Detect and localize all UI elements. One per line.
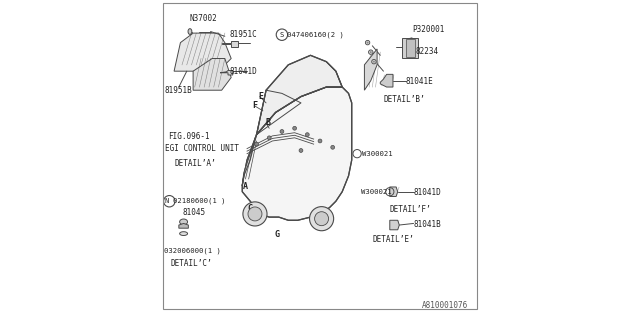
Text: 81951B: 81951B [164,86,192,95]
Polygon shape [390,187,397,196]
Text: 81045: 81045 [182,208,205,217]
Text: 047406160(2 ): 047406160(2 ) [287,31,344,38]
Circle shape [365,40,370,45]
Polygon shape [243,135,257,185]
Circle shape [255,142,259,146]
Text: A: A [243,182,248,191]
Text: S: S [280,32,284,38]
Text: DETAIL’A’: DETAIL’A’ [174,159,216,168]
Circle shape [373,61,375,63]
Circle shape [292,126,296,130]
Ellipse shape [180,219,188,225]
Text: F: F [253,101,258,110]
Polygon shape [243,87,352,220]
Circle shape [248,207,262,221]
Circle shape [367,42,369,44]
Text: E: E [258,92,263,101]
Circle shape [305,133,309,137]
Text: EGI CONTROL UNIT: EGI CONTROL UNIT [164,144,239,153]
Text: 81951C: 81951C [230,30,257,39]
Text: C: C [248,204,253,213]
Ellipse shape [180,232,188,236]
Circle shape [318,139,322,143]
Circle shape [299,148,303,152]
Text: 81041B: 81041B [414,220,442,228]
Text: 81041D: 81041D [230,67,257,76]
Text: DETAIL’E’: DETAIL’E’ [372,235,414,244]
Text: 82234: 82234 [415,47,438,56]
Text: DETAIL’B’: DETAIL’B’ [383,95,425,104]
Ellipse shape [188,29,192,34]
Polygon shape [193,59,231,90]
Polygon shape [390,220,399,230]
Circle shape [243,202,267,226]
Circle shape [369,50,373,54]
Text: A810001076: A810001076 [422,301,468,310]
Text: DETAIL’C’: DETAIL’C’ [170,259,212,268]
Circle shape [268,136,271,140]
Text: 81041E: 81041E [406,77,433,86]
Polygon shape [257,55,342,135]
Text: P320001: P320001 [412,25,444,35]
Text: 032006000(1 ): 032006000(1 ) [164,247,221,254]
Text: 81041D: 81041D [414,188,442,197]
Text: FIG.096-1: FIG.096-1 [168,132,209,141]
Circle shape [331,145,335,149]
Polygon shape [179,223,188,228]
Circle shape [310,207,333,231]
Text: W300021: W300021 [362,151,392,157]
Text: W300021: W300021 [361,189,392,195]
Polygon shape [364,49,377,90]
Circle shape [315,212,328,226]
Text: N37002: N37002 [190,14,218,23]
Text: 02180600(1 ): 02180600(1 ) [173,198,226,204]
FancyBboxPatch shape [403,38,419,59]
Text: G: G [275,230,280,239]
Circle shape [370,51,372,53]
Polygon shape [380,74,393,87]
Polygon shape [221,41,237,47]
Text: B: B [266,118,271,127]
FancyBboxPatch shape [406,39,415,57]
Text: N: N [165,198,169,204]
Text: DETAIL’F’: DETAIL’F’ [390,205,431,214]
Circle shape [372,60,376,64]
Polygon shape [220,70,233,75]
Circle shape [280,130,284,133]
Polygon shape [174,33,231,71]
